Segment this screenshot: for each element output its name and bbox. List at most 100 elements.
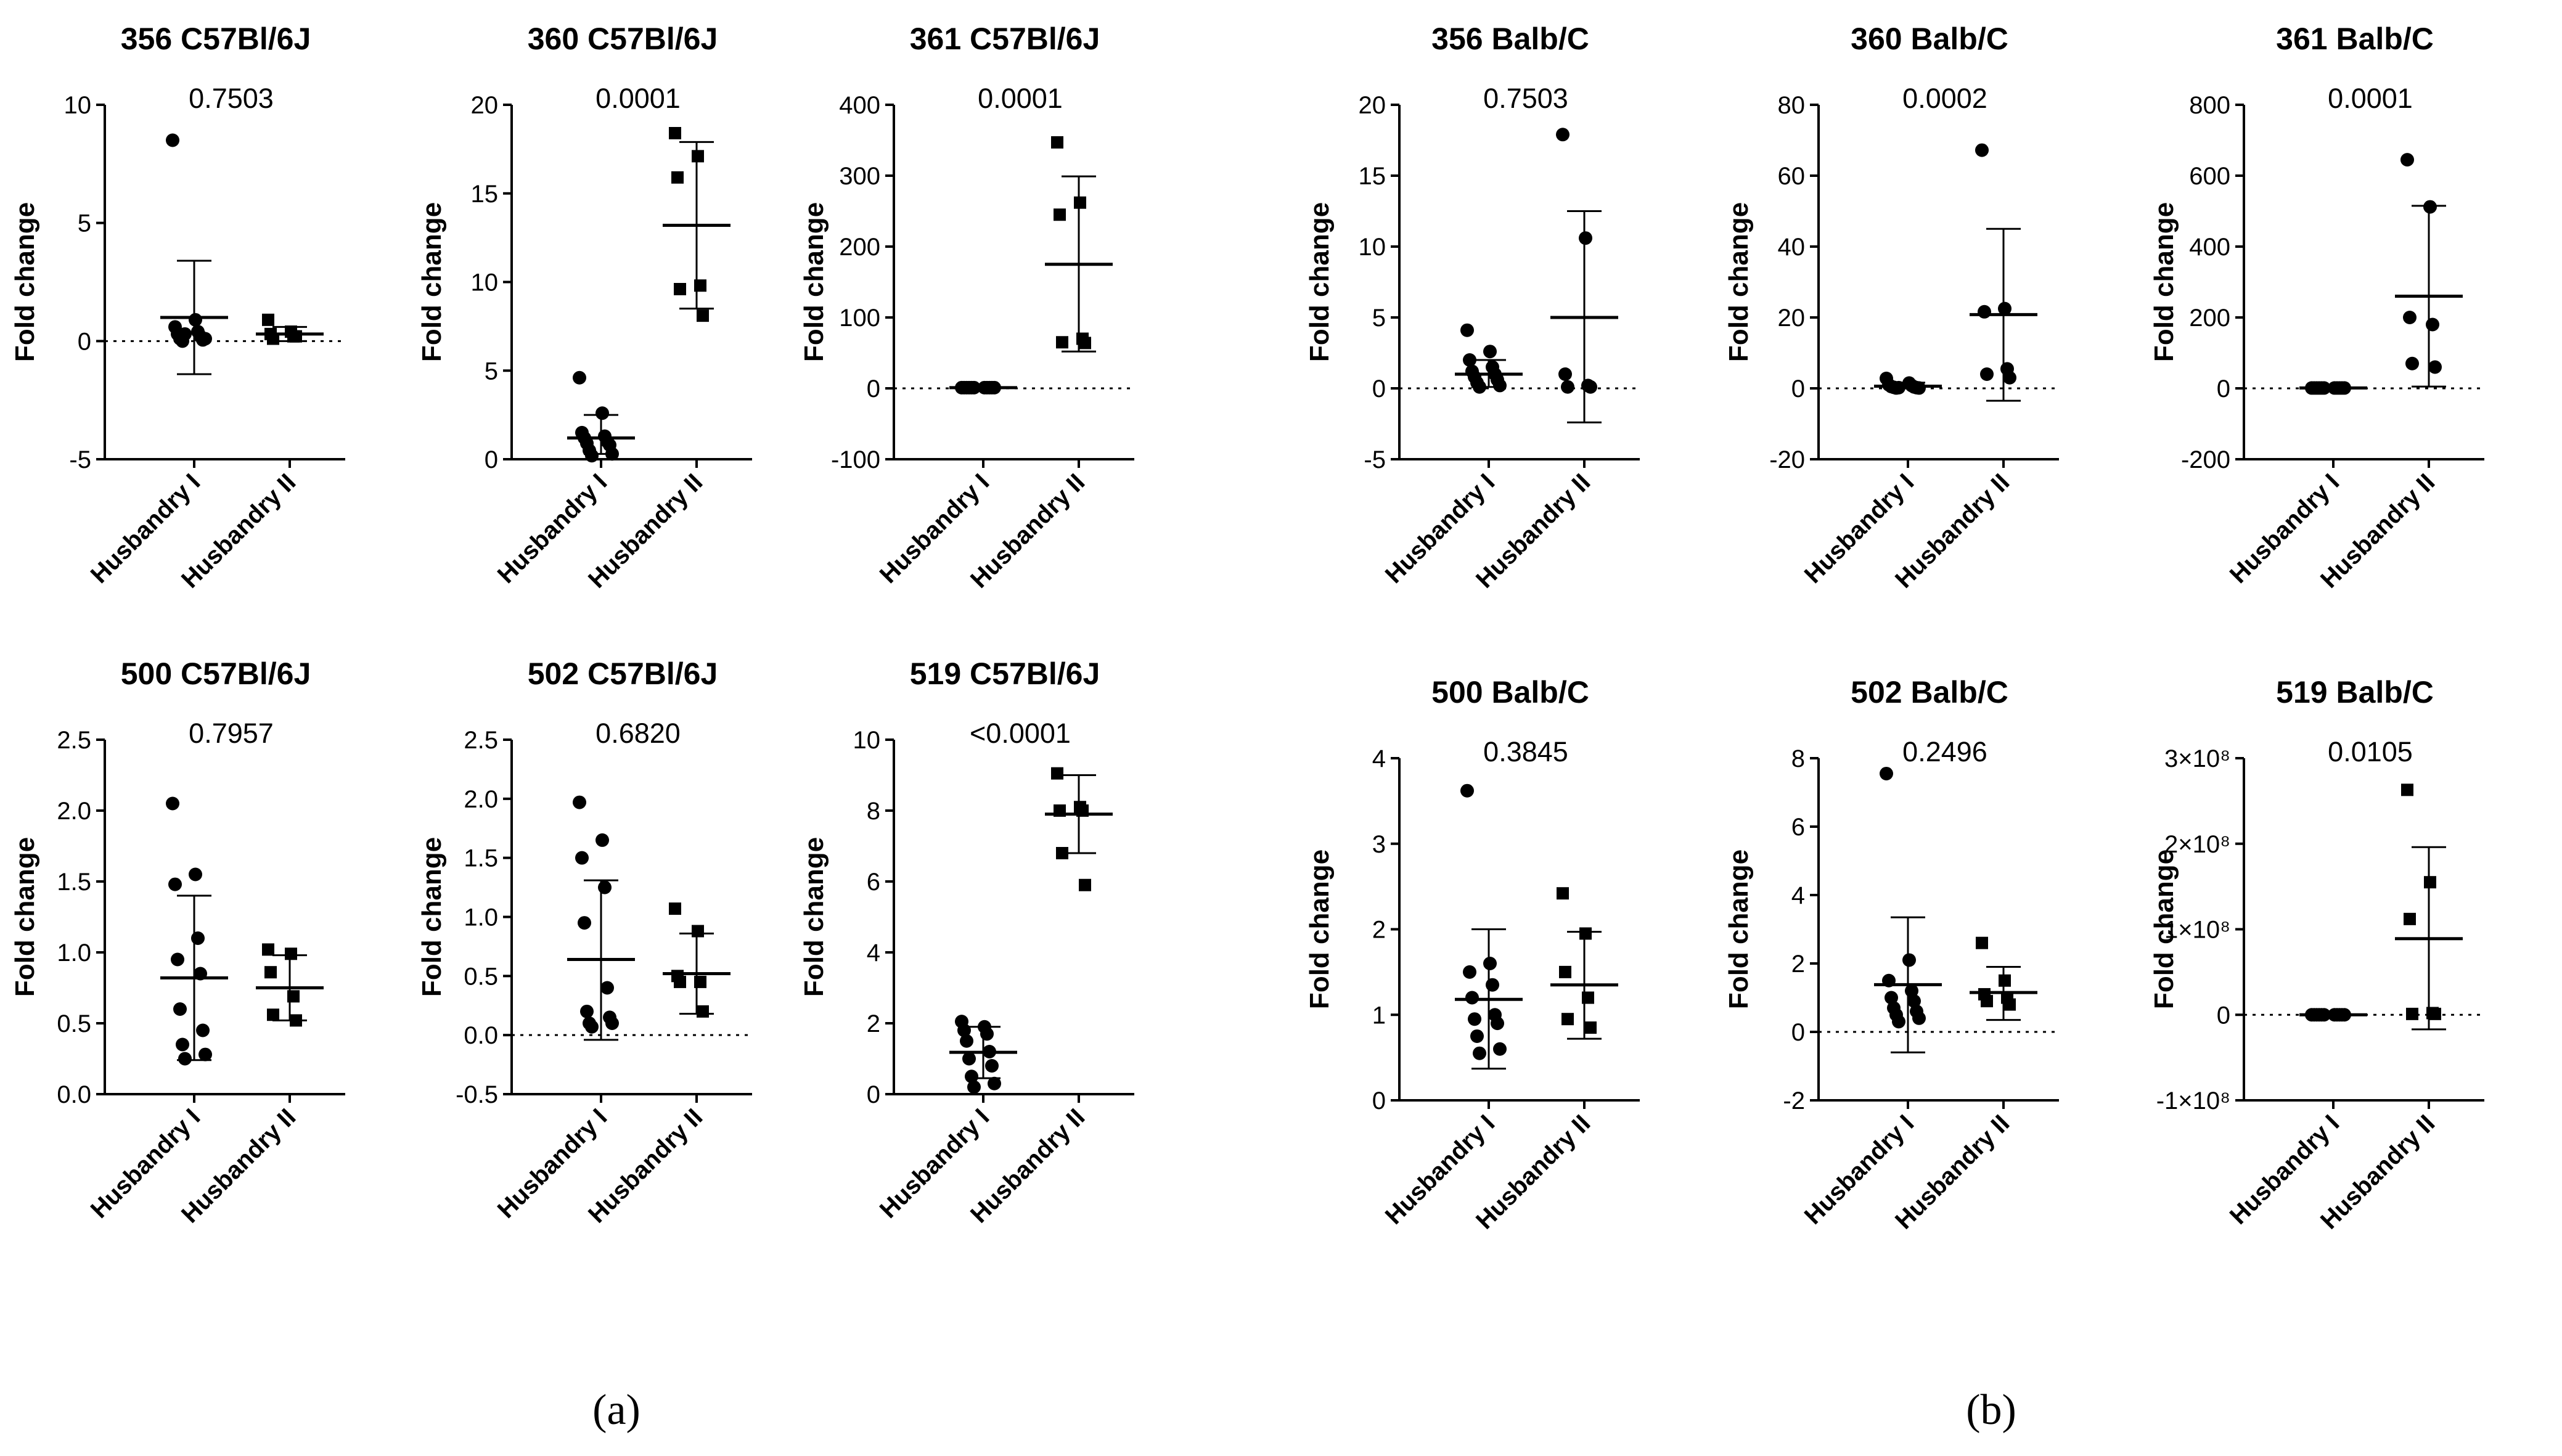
data-point	[1902, 953, 1916, 967]
p-value: 0.0105	[2328, 736, 2413, 767]
y-axis-label: Fold change	[1304, 202, 1335, 362]
y-tick-label: 10	[471, 269, 499, 297]
y-axis-label: Fold change	[799, 202, 829, 362]
data-point	[2003, 998, 2016, 1011]
data-point	[166, 796, 179, 811]
chart-8: 502 C57Bl/6J 0.6820 -0.5 0.0 0.5 1.0 1.5 2.0 2.5…	[417, 656, 752, 1229]
y-axis-label: Fold change	[1724, 202, 1754, 362]
data-point	[1470, 1029, 1484, 1043]
data-point	[1584, 1021, 1597, 1034]
chart-title: 356 Balb/C	[1431, 22, 1589, 56]
data-point	[2424, 876, 2436, 889]
data-point	[575, 851, 589, 865]
data-point	[674, 283, 686, 295]
y-tick-label: 0	[867, 375, 880, 403]
p-value: 0.7957	[189, 718, 274, 749]
chart-title: 500 C57Bl/6J	[121, 656, 311, 691]
y-axis-label: Fold change	[417, 202, 447, 362]
data-point	[2404, 912, 2416, 925]
data-point	[1975, 143, 1989, 157]
chart-title: 361 Balb/C	[2276, 22, 2434, 56]
data-point	[2405, 356, 2419, 370]
data-point	[960, 1034, 973, 1048]
y-tick-label: 1×10⁸	[2164, 917, 2230, 944]
data-point	[198, 332, 212, 346]
data-point	[692, 925, 704, 938]
y-tick-label: 5	[1372, 305, 1386, 332]
data-point	[1051, 136, 1063, 149]
y-tick-label: 2×10⁸	[2164, 831, 2230, 858]
y-axis-label: Fold change	[799, 837, 829, 997]
data-point	[196, 1023, 210, 1037]
y-tick-label: 40	[1778, 234, 1806, 261]
data-point	[2423, 200, 2437, 214]
data-point	[1981, 995, 1993, 1008]
data-point	[189, 867, 202, 881]
data-point	[1561, 1013, 1574, 1026]
data-point	[1880, 766, 1893, 780]
data-point	[2428, 360, 2442, 374]
y-tick-label: 0.5	[464, 963, 498, 990]
y-tick-label: 15	[1359, 163, 1386, 190]
data-point	[980, 1027, 994, 1041]
y-axis-label: Fold change	[2149, 849, 2179, 1009]
y-tick-label: 20	[1359, 92, 1386, 119]
y-tick-label: 200	[839, 234, 880, 261]
y-tick-label: -5	[1364, 446, 1386, 473]
y-tick-label: 4	[1791, 882, 1805, 909]
data-point	[178, 1052, 192, 1066]
chart-title: 361 C57Bl/6J	[910, 22, 1100, 56]
data-point	[1584, 380, 1597, 394]
y-tick-label: 3	[1372, 831, 1386, 858]
data-point	[2003, 370, 2016, 385]
y-tick-label: 20	[1778, 305, 1806, 332]
data-point	[1976, 936, 1988, 949]
data-point	[1079, 878, 1091, 891]
chart-6: 361 Balb/C 0.0001 -200 0 200 400 600 800 Fold ch…	[2149, 22, 2484, 594]
y-tick-label: 0	[78, 328, 91, 355]
data-point	[2429, 1007, 2441, 1020]
data-point	[1056, 336, 1068, 349]
data-point	[585, 1020, 599, 1034]
data-point	[1460, 323, 1474, 337]
data-point	[1463, 965, 1476, 979]
data-point	[1491, 1016, 1504, 1031]
y-tick-label: 8	[1791, 745, 1805, 772]
data-point	[573, 370, 586, 385]
y-tick-label: 0	[1791, 375, 1805, 403]
data-point	[585, 449, 599, 463]
data-point	[262, 313, 274, 326]
data-point	[605, 1016, 619, 1030]
y-tick-label: 2.0	[464, 786, 498, 813]
y-tick-label: 8	[867, 798, 880, 825]
y-axis-label: Fold change	[2149, 202, 2179, 362]
y-tick-label: 0.0	[57, 1081, 91, 1108]
y-tick-label: -5	[69, 446, 91, 473]
p-value: 0.0001	[595, 83, 681, 114]
data-point	[692, 150, 704, 163]
data-point	[1074, 196, 1086, 209]
y-tick-label: 800	[2189, 92, 2230, 119]
data-point	[674, 975, 686, 988]
data-point	[2406, 1007, 2418, 1020]
data-point	[578, 916, 591, 930]
data-point	[1556, 128, 1570, 142]
chart-title: 360 Balb/C	[1851, 22, 2008, 56]
y-tick-label: 2	[1372, 917, 1386, 944]
data-point	[176, 1037, 189, 1052]
p-value: <0.0001	[970, 718, 1071, 749]
y-axis-label: Fold change	[417, 837, 447, 997]
data-point	[573, 795, 586, 809]
y-tick-label: 0	[2217, 375, 2230, 403]
data-point	[1999, 974, 2011, 987]
y-tick-label: 6	[1791, 814, 1805, 841]
y-tick-label: 0	[485, 446, 498, 473]
y-tick-label: 0	[1372, 1087, 1386, 1114]
data-point	[669, 127, 681, 139]
data-point	[2401, 783, 2413, 796]
y-axis-label: Fold change	[10, 202, 40, 362]
chart-12: 519 Balb/C 0.0105 -1×10⁸ 0 1×10⁸ 2×10⁸ 3×10⁸ Fo…	[2149, 675, 2484, 1235]
data-point	[191, 931, 205, 945]
